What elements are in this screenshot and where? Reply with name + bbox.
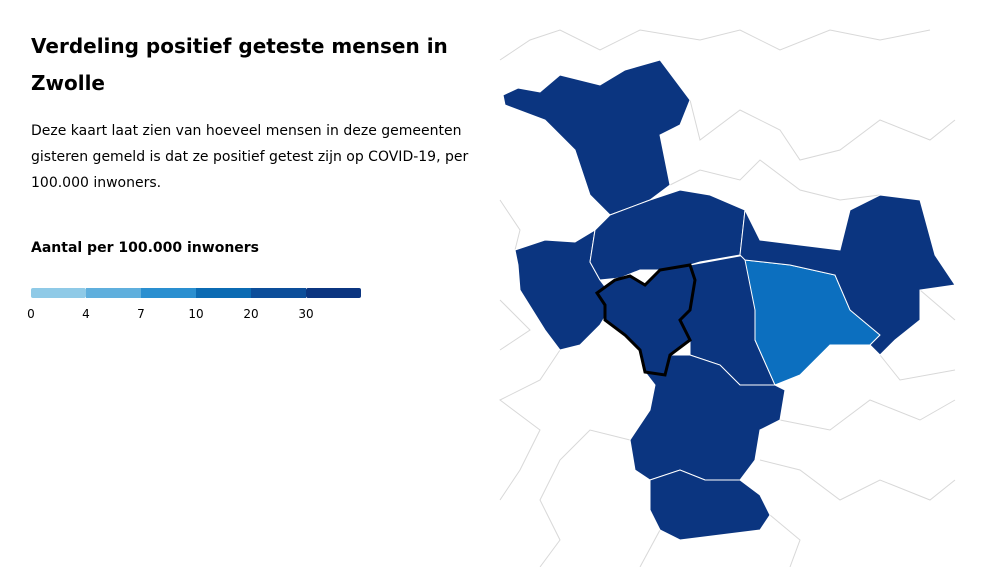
legend-swatch: [31, 288, 86, 298]
region: [649, 469, 771, 541]
legend-swatch: [196, 288, 251, 298]
legend-tick-label: 4: [82, 307, 90, 321]
legend-tick-label: 30: [298, 307, 313, 321]
zwolle: [594, 263, 697, 377]
legend-tick-label: 10: [188, 307, 203, 321]
legend-tick-label: 20: [243, 307, 258, 321]
municipalities: [502, 59, 956, 541]
legend-title: Aantal per 100.000 inwoners: [31, 240, 260, 256]
legend-tick-label: 0: [27, 307, 35, 321]
map: [499, 29, 956, 567]
region: [739, 194, 956, 356]
region: [629, 354, 786, 481]
title: Verdeling positief geteste mensen in Zwo…: [31, 34, 448, 95]
description: Deze kaart laat zien van hoeveel mensen …: [31, 123, 469, 191]
legend-swatch: [306, 288, 361, 298]
region: [502, 59, 691, 216]
legend-swatch: [141, 288, 196, 298]
background-borders: [499, 29, 956, 567]
legend-swatch: [251, 288, 306, 298]
legend-swatch: [86, 288, 141, 298]
legend: 0 4 7 10 20 30: [27, 288, 361, 321]
legend-tick-label: 7: [137, 307, 145, 321]
